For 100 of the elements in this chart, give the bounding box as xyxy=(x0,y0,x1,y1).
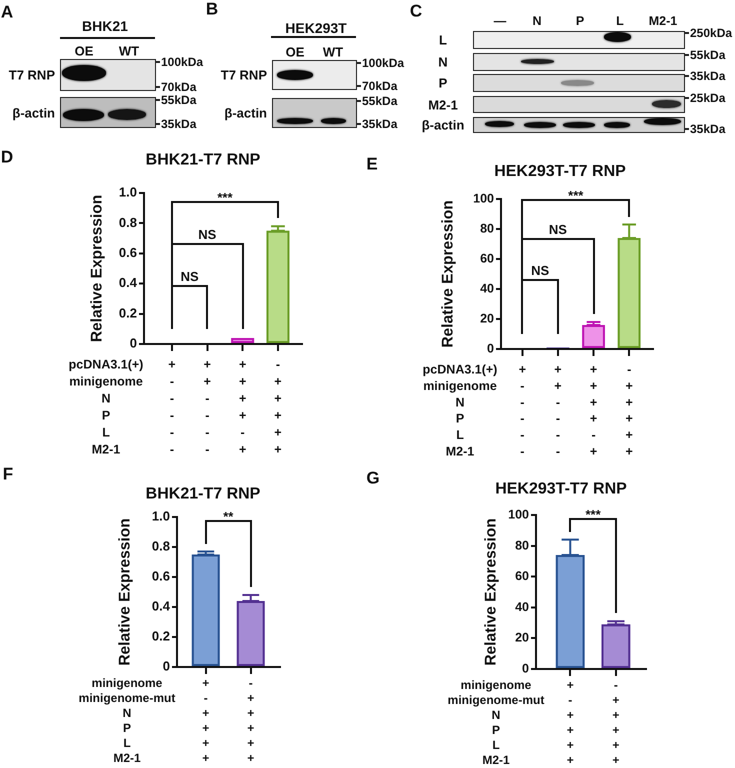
text: M2-1 xyxy=(446,444,474,458)
category-label: N xyxy=(532,14,542,28)
text: 100kDa xyxy=(161,55,204,69)
category-label: P xyxy=(438,76,448,90)
x-tick-label: + + + + - + xyxy=(590,362,598,458)
text: L xyxy=(123,736,131,750)
y-tick-label: 40 xyxy=(480,281,494,296)
text: N xyxy=(101,391,111,406)
y-tick-label: 0.8 xyxy=(152,538,170,554)
text: 70kDa xyxy=(161,80,196,94)
chart-title: BHK21-T7 RNP xyxy=(146,151,261,168)
y-tick-label: 0.2 xyxy=(152,628,170,644)
text: minigenome-mut xyxy=(448,693,544,708)
category-label: L xyxy=(616,14,624,28)
text: minigenome-mut xyxy=(78,691,176,706)
y-tick-label: 0 xyxy=(130,336,137,351)
text: 55kDa xyxy=(161,93,196,107)
x-tick-label: + - + + + + xyxy=(566,678,574,768)
y-tick-label: 100 xyxy=(508,507,530,522)
text: M2-1 xyxy=(482,753,510,768)
text: L xyxy=(102,425,110,440)
annotation: NS xyxy=(548,222,568,237)
chart-title: HEK293T-T7 RNP xyxy=(494,162,626,180)
text: P xyxy=(456,412,464,426)
annotation: NS xyxy=(180,269,199,284)
y-tick-label: 80 xyxy=(515,538,530,552)
text: G xyxy=(366,468,380,488)
x-tick-label: + - - - - - xyxy=(518,362,526,458)
x-tick-label: - + + + + + xyxy=(625,362,633,458)
text: HEK293T xyxy=(285,20,347,36)
text: 55kDa xyxy=(362,94,398,108)
annotation: NS xyxy=(531,263,550,278)
text: P xyxy=(122,721,132,736)
text: 250kDa xyxy=(690,26,732,40)
text: 55kDa xyxy=(690,48,726,62)
text: pcDNA3.1(+) xyxy=(68,357,144,372)
x-tick-label: + + - - - - xyxy=(204,357,211,456)
chart-title: BHK21-T7 RNP xyxy=(146,485,261,502)
x-tick-label: + - - - - - xyxy=(168,357,176,456)
text: N xyxy=(455,395,465,410)
text: F xyxy=(2,464,14,484)
text: M2-1 xyxy=(113,751,141,766)
y-tick-label: 0 xyxy=(162,658,170,674)
category-label: β-actin xyxy=(12,105,55,120)
y-axis-title: Relative Expression xyxy=(482,518,500,666)
y-tick-label: 0.8 xyxy=(118,214,137,230)
annotation: *** xyxy=(568,188,584,203)
text: minigenome xyxy=(460,678,532,692)
y-tick-label: 20 xyxy=(515,630,530,645)
text: 35kDa xyxy=(690,69,726,83)
y-tick-label: 100 xyxy=(473,191,494,206)
y-tick-label: 40 xyxy=(515,600,530,614)
y-tick-label: 1.0 xyxy=(152,508,170,524)
x-tick-label: + + - - - - xyxy=(554,362,562,458)
category-label: T7 RNP xyxy=(220,68,267,82)
y-tick-label: 20 xyxy=(480,311,494,326)
x-tick-label: + - + + + + xyxy=(202,676,210,766)
category-label: β-actin xyxy=(224,106,267,120)
text: minigenome xyxy=(92,676,163,690)
text: P xyxy=(102,408,110,422)
category-label: N xyxy=(438,54,448,70)
text: minigenome xyxy=(423,378,497,393)
text: N xyxy=(122,706,132,720)
x-tick-label: - + + + + + xyxy=(274,357,282,456)
y-tick-label: 1.0 xyxy=(118,184,137,200)
x-tick-label: - + + + + + xyxy=(247,676,254,766)
text: E xyxy=(366,154,378,174)
text: L xyxy=(492,738,500,752)
x-tick-label: + + + + - + xyxy=(238,357,246,456)
annotation: *** xyxy=(585,507,602,522)
category-label: OE xyxy=(286,44,304,60)
y-tick-label: 0.2 xyxy=(118,305,137,320)
y-axis-title: Relative Expression xyxy=(116,518,134,666)
annotation: NS xyxy=(198,227,217,242)
text: M2-1 xyxy=(92,442,120,456)
text: 70kDa xyxy=(362,79,398,93)
text: N xyxy=(492,708,500,722)
category-label: L xyxy=(439,32,447,48)
category-label: M2-1 xyxy=(428,97,458,112)
annotation: *** xyxy=(217,190,234,205)
category-label: — xyxy=(494,14,506,28)
text: 25kDa xyxy=(690,91,726,105)
y-tick-label: 0.4 xyxy=(152,598,171,614)
y-tick-label: 80 xyxy=(480,221,494,236)
text: A xyxy=(0,2,14,22)
y-tick-label: 0 xyxy=(487,341,494,356)
y-tick-label: 60 xyxy=(515,569,530,584)
y-tick-label: 0 xyxy=(522,661,530,676)
category-label: T7 RNP xyxy=(8,68,55,82)
text: L xyxy=(456,428,464,442)
category-label: β-actin xyxy=(422,118,464,132)
y-axis-title: Relative Expression xyxy=(439,200,456,348)
text: B xyxy=(206,0,218,18)
text: D xyxy=(0,148,14,166)
category-label: P xyxy=(576,14,584,28)
text: C xyxy=(410,2,422,20)
category-label: WT xyxy=(322,44,344,60)
text: minigenome xyxy=(69,374,143,388)
annotation: ** xyxy=(223,509,234,524)
category-label: WT xyxy=(118,44,140,58)
